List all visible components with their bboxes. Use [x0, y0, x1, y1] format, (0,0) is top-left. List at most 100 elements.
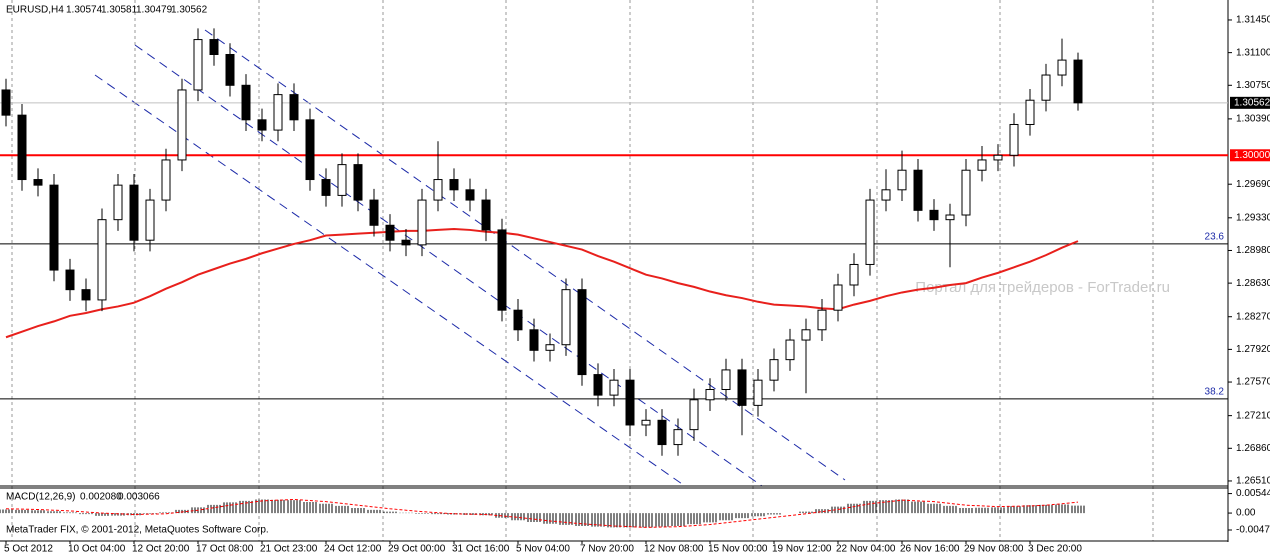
y-tick-label: 1.28270 — [1236, 311, 1270, 322]
candle-body — [497, 229, 507, 311]
x-tick-label: 15 Nov 00:00 — [708, 544, 768, 555]
ohlc-value: 1.30574 — [66, 5, 103, 16]
candle-body — [609, 379, 619, 396]
candle-body — [513, 309, 523, 331]
macd-header: MACD(12,26,9) 0.002080 0.003066 — [6, 492, 160, 503]
channel-line — [134, 44, 763, 487]
candle-body — [1, 89, 11, 116]
candle-body — [993, 154, 1003, 161]
x-tick-label: 3 Dec 20:00 — [1028, 544, 1082, 555]
ohlc-value: 1.30581 — [101, 5, 138, 16]
candle-body — [785, 339, 795, 361]
watermark: Портал для трейдеров - ForTrader.ru — [915, 279, 1170, 296]
candle-body — [1009, 123, 1019, 156]
ohlc-value: 1.30479 — [136, 5, 173, 16]
candle-body — [529, 329, 539, 351]
y-tick-label: 1.28630 — [1236, 278, 1270, 289]
candle-body — [145, 199, 155, 241]
candle-body — [289, 94, 299, 121]
x-tick-label: 5 Oct 2012 — [4, 544, 53, 555]
x-tick-label: 19 Nov 12:00 — [772, 544, 832, 555]
y-tick-label: 1.26860 — [1236, 443, 1270, 454]
candle-body — [129, 184, 139, 241]
candle-body — [369, 199, 379, 226]
copyright: MetaTrader FIX, © 2001-2012, MetaQuotes … — [6, 525, 269, 536]
y-tick-label: 1.29330 — [1236, 212, 1270, 223]
candle-body — [177, 89, 187, 161]
candle-body — [801, 329, 811, 341]
candle-body — [705, 389, 715, 401]
y-tick-label: 1.27210 — [1236, 410, 1270, 421]
macd-name: MACD(12,26,9) — [6, 492, 75, 503]
candle-body — [753, 379, 763, 406]
candle-body — [385, 224, 395, 241]
candle-body — [673, 429, 683, 446]
macd-value: 0.003066 — [118, 492, 160, 503]
candle-body — [257, 119, 267, 131]
candle-body — [225, 53, 235, 86]
candle-body — [657, 419, 667, 446]
time-grid — [11, 0, 1154, 541]
level-box — [1230, 149, 1270, 162]
x-tick-label: 29 Oct 00:00 — [388, 544, 446, 555]
y-tick-label: 1.28980 — [1236, 245, 1270, 256]
candle-body — [977, 159, 987, 171]
candle-body — [449, 179, 459, 191]
candle-body — [465, 189, 475, 201]
y-tick-label: 1.26510 — [1236, 476, 1270, 487]
x-tick-label: 5 Nov 04:00 — [516, 544, 570, 555]
candle-body — [321, 179, 331, 196]
candle-body — [577, 289, 587, 376]
y-tick-label: 1.31450 — [1236, 15, 1270, 26]
x-tick-label: 29 Nov 08:00 — [964, 544, 1024, 555]
candle-body — [113, 184, 123, 221]
symbol: EURUSD,H4 — [6, 5, 64, 16]
candle-body — [161, 159, 171, 201]
y-tick-label: -0.004725 — [1236, 525, 1270, 536]
candle-body — [97, 219, 107, 301]
candle-body — [769, 359, 779, 381]
x-tick-label: 22 Nov 04:00 — [836, 544, 896, 555]
x-tick-label: 26 Nov 16:00 — [900, 544, 960, 555]
candle-body — [1025, 99, 1035, 125]
candle-body — [273, 94, 283, 131]
candle-body — [737, 369, 747, 406]
x-tick-label: 12 Oct 20:00 — [132, 544, 190, 555]
x-tick-label: 7 Nov 20:00 — [580, 544, 634, 555]
candle-body — [929, 209, 939, 221]
candle-body — [561, 289, 571, 346]
x-tick-label: 21 Oct 23:00 — [260, 544, 318, 555]
price-label: 1.30562 — [1234, 97, 1270, 108]
candle-body — [593, 374, 603, 396]
candle-body — [817, 309, 827, 331]
y-tick-label: 1.27920 — [1236, 344, 1270, 355]
ohlc-value: 1.30562 — [171, 5, 208, 16]
candle-body — [721, 369, 731, 391]
candle-body — [17, 114, 27, 181]
candle-body — [65, 269, 75, 291]
level-label: 1.30000 — [1234, 150, 1270, 161]
candle-body — [945, 214, 955, 221]
candle-body — [337, 164, 347, 196]
candle-body — [833, 284, 843, 311]
candle-body — [881, 189, 891, 201]
x-tick-label: 17 Oct 08:00 — [196, 544, 254, 555]
candle-body — [33, 179, 43, 186]
candle-body — [1057, 59, 1067, 76]
candle-body — [689, 399, 699, 431]
candle-body — [625, 379, 635, 426]
moving-average — [5, 228, 1079, 339]
macd-value: 0.002080 — [80, 492, 122, 503]
candle-body — [897, 169, 907, 191]
candle-body — [1041, 74, 1051, 101]
candle-body — [849, 263, 859, 286]
y-tick-label: 1.30390 — [1236, 114, 1270, 125]
candle-body — [305, 119, 315, 181]
fib-label: 23.6 — [1205, 232, 1225, 243]
x-tick-label: 10 Oct 04:00 — [68, 544, 126, 555]
candle-body — [209, 39, 219, 55]
x-tick-label: 12 Nov 08:00 — [644, 544, 704, 555]
macd-signal — [5, 498, 1079, 528]
